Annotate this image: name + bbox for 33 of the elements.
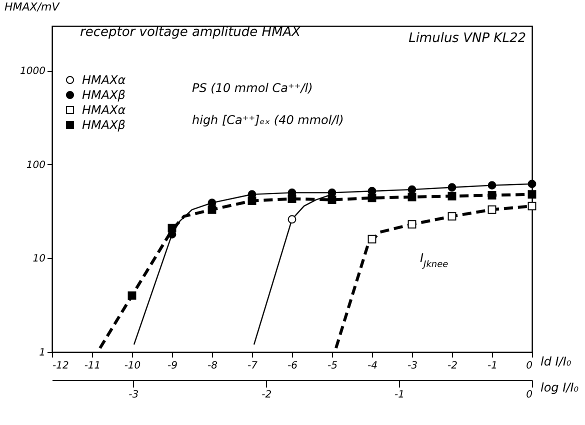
x2-tick-label: -1: [394, 390, 405, 400]
legend-label: HMAXα: [82, 73, 126, 87]
x-tick-label: -11: [84, 360, 101, 372]
x-tick-label: -7: [248, 360, 258, 372]
annotation: Limulus VNP KL22: [408, 31, 526, 46]
x-tick-label: -2: [448, 360, 458, 372]
legend-label: HMAXβ: [82, 88, 126, 102]
x-axis-title: ld I/I₀: [540, 354, 572, 368]
y-tick-label: 1000: [20, 66, 46, 78]
annotation: high [Ca⁺⁺]ₑₓ (40 mmol/l): [192, 113, 344, 127]
y-axis-title: HMAX/mV: [4, 0, 61, 14]
y-tick-label: 1: [39, 348, 46, 358]
x2-tick-label: -3: [128, 390, 139, 400]
chart-title: receptor voltage amplitude HMAX: [80, 25, 302, 40]
x2-axis-title: log I/I₀: [540, 380, 579, 394]
x-tick-label: 0: [526, 360, 532, 372]
x-tick-label: -6: [288, 360, 298, 372]
annotation: I$_{Jknee}$: [420, 251, 449, 270]
x-tick-label: -4: [368, 360, 378, 372]
y-tick-label: 10: [32, 254, 46, 265]
annotation: PS (10 mmol Ca⁺⁺/l): [192, 81, 313, 95]
x-tick-label: -3: [408, 360, 418, 372]
x-tick-label: -9: [168, 360, 178, 372]
x-tick-label: -5: [328, 360, 338, 372]
x-tick-label: -10: [124, 360, 141, 372]
x-tick-label: -8: [208, 360, 218, 372]
x2-tick-label: -2: [262, 390, 272, 400]
x-tick-label: -12: [52, 360, 69, 372]
x2-tick-label: 0: [526, 390, 532, 400]
x-tick-label: -1: [488, 360, 498, 372]
legend-label: HMAXβ: [82, 118, 126, 132]
y-tick-label: 100: [26, 160, 46, 171]
legend-label: HMAXα: [82, 103, 126, 117]
